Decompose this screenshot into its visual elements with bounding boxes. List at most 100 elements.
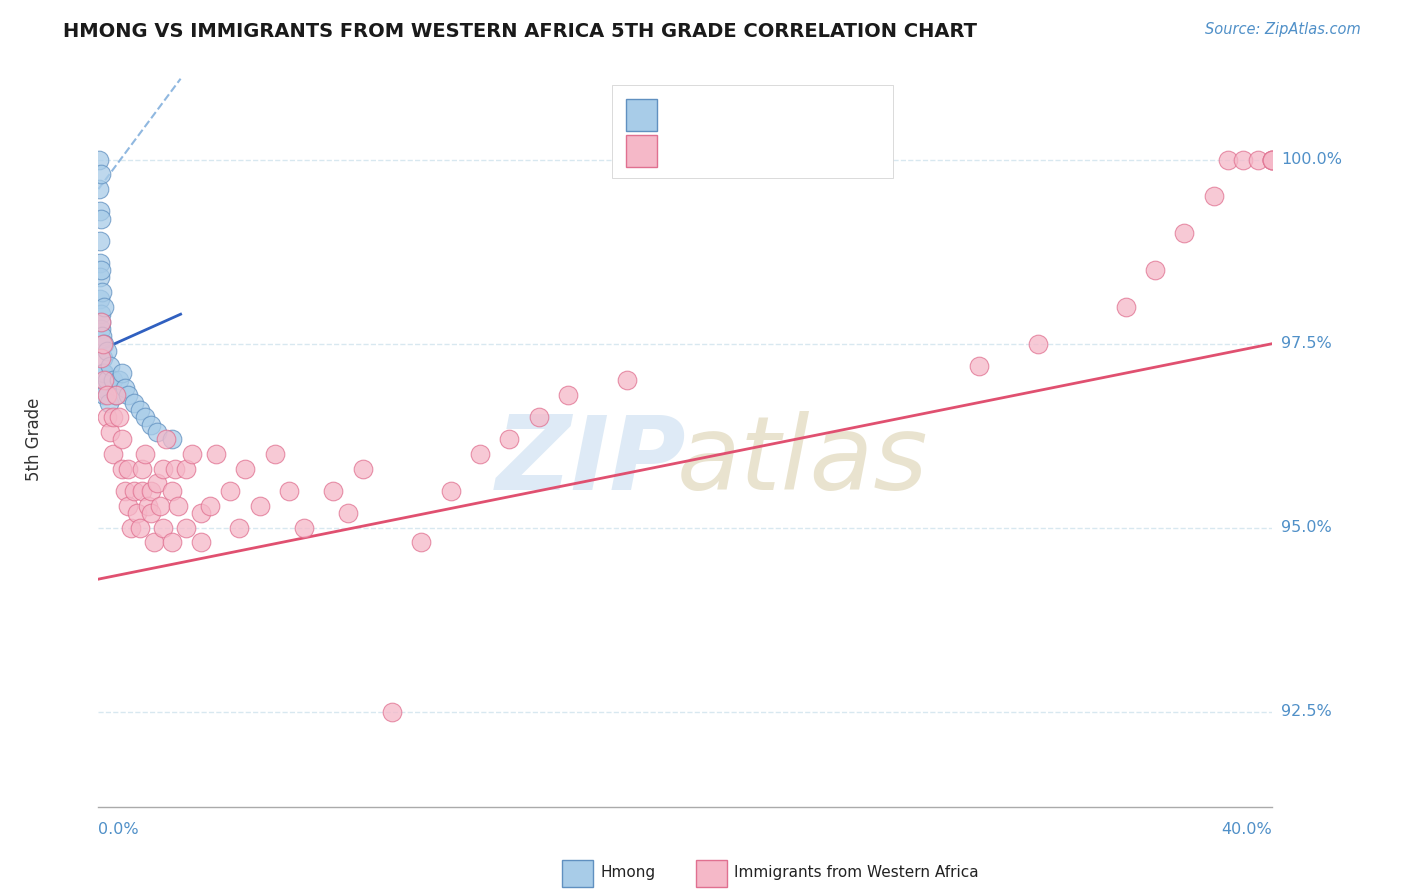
Point: [141, 483, 163, 498]
Point: [322, 483, 344, 498]
Point: [128, 521, 150, 535]
Point: [93, 300, 115, 314]
Point: [97, 395, 120, 409]
Point: [205, 447, 228, 461]
Point: [134, 447, 156, 461]
Point: [149, 499, 172, 513]
Point: [1232, 153, 1254, 167]
Point: [1115, 300, 1137, 314]
Text: 5th Grade: 5th Grade: [25, 398, 42, 481]
Point: [117, 462, 139, 476]
Point: [111, 462, 134, 476]
Point: [131, 462, 153, 476]
Point: [146, 425, 169, 439]
Text: Immigrants from Western Africa: Immigrants from Western Africa: [734, 865, 979, 880]
Point: [1202, 189, 1225, 203]
Point: [527, 410, 550, 425]
Point: [381, 705, 404, 719]
Point: [120, 521, 142, 535]
Point: [89, 256, 111, 270]
Point: [155, 433, 177, 447]
Point: [93, 388, 115, 402]
Point: [101, 410, 124, 425]
Point: [141, 506, 163, 520]
Point: [176, 521, 198, 535]
Point: [96, 388, 118, 402]
Point: [93, 374, 115, 388]
Point: [105, 388, 128, 402]
Point: [89, 182, 111, 196]
Point: [1144, 263, 1167, 277]
Point: [181, 447, 204, 461]
Point: [146, 476, 169, 491]
Point: [114, 381, 136, 395]
Point: [91, 366, 114, 380]
Text: 100.0%: 100.0%: [1281, 153, 1343, 167]
Text: Hmong: Hmong: [600, 865, 655, 880]
Point: [152, 462, 174, 476]
Text: 40.0%: 40.0%: [1222, 822, 1272, 837]
Text: ZIP: ZIP: [496, 411, 686, 512]
Point: [90, 168, 112, 182]
Point: [111, 433, 134, 447]
Point: [1247, 153, 1270, 167]
Point: [278, 483, 301, 498]
Point: [98, 425, 121, 439]
Text: 92.5%: 92.5%: [1281, 704, 1331, 719]
Text: HMONG VS IMMIGRANTS FROM WESTERN AFRICA 5TH GRADE CORRELATION CHART: HMONG VS IMMIGRANTS FROM WESTERN AFRICA …: [63, 22, 977, 41]
Point: [117, 499, 139, 513]
Point: [96, 343, 118, 358]
Point: [90, 315, 112, 329]
Point: [152, 521, 174, 535]
Point: [93, 336, 115, 351]
Point: [143, 535, 166, 549]
Point: [114, 483, 136, 498]
Point: [336, 506, 359, 520]
Point: [190, 535, 212, 549]
Point: [91, 351, 114, 366]
Point: [91, 285, 114, 300]
Text: atlas: atlas: [678, 411, 928, 511]
Point: [198, 499, 221, 513]
Point: [439, 483, 461, 498]
Point: [89, 293, 111, 307]
Text: 97.5%: 97.5%: [1281, 336, 1331, 351]
Text: N = 38: N = 38: [770, 106, 838, 124]
Point: [89, 270, 111, 285]
Point: [91, 381, 114, 395]
Point: [411, 535, 433, 549]
Text: N = 74: N = 74: [770, 142, 838, 160]
Point: [105, 388, 128, 402]
Point: [131, 483, 153, 498]
Point: [141, 417, 163, 432]
Point: [98, 359, 121, 373]
Text: R = 0.103: R = 0.103: [668, 106, 766, 124]
Point: [108, 410, 131, 425]
Point: [89, 234, 111, 248]
Point: [90, 315, 112, 329]
Point: [557, 388, 579, 402]
Point: [249, 499, 271, 513]
Point: [91, 336, 114, 351]
Point: [263, 447, 285, 461]
Point: [134, 410, 156, 425]
Point: [101, 447, 124, 461]
Point: [89, 153, 111, 167]
Text: 0.0%: 0.0%: [98, 822, 139, 837]
Point: [91, 329, 114, 343]
Point: [90, 322, 112, 336]
Point: [160, 483, 183, 498]
Point: [163, 462, 186, 476]
Point: [160, 535, 183, 549]
Point: [176, 462, 198, 476]
Point: [1218, 153, 1240, 167]
Point: [1261, 153, 1284, 167]
Point: [90, 263, 112, 277]
Point: [117, 388, 139, 402]
Point: [90, 211, 112, 226]
Point: [352, 462, 374, 476]
Point: [219, 483, 242, 498]
Point: [96, 410, 118, 425]
Point: [122, 395, 145, 409]
Point: [498, 433, 520, 447]
